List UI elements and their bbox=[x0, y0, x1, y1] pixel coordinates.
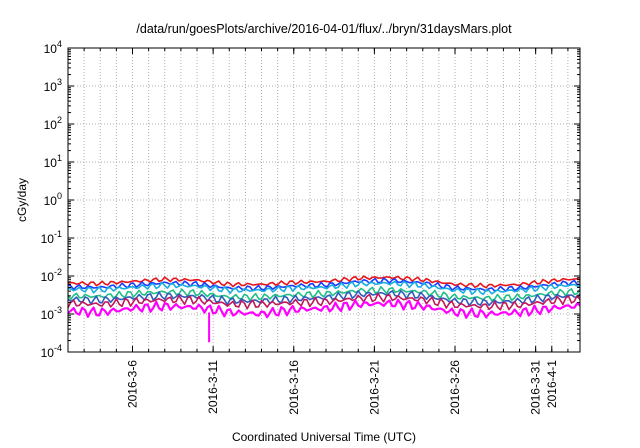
series-line bbox=[67, 298, 581, 319]
y-axis-ticks: 10-4 10-3 10-2 10-1 100 101 102 103 104 bbox=[41, 39, 580, 360]
y-tick-label: 10-4 bbox=[41, 343, 62, 360]
y-tick-label: 102 bbox=[44, 115, 62, 132]
x-tick-label: 2016-3-16 bbox=[287, 360, 301, 415]
y-tick-label: 100 bbox=[44, 191, 62, 208]
series-line bbox=[67, 280, 581, 296]
y-axis-label: cGy/day bbox=[15, 178, 29, 222]
y-tick-label: 104 bbox=[44, 39, 62, 56]
x-tick-label: 2016-3-11 bbox=[206, 360, 220, 414]
series-line bbox=[67, 292, 581, 311]
y-tick-label: 103 bbox=[44, 77, 62, 94]
series-line bbox=[67, 275, 581, 289]
x-axis-ticks: 2016-3-6 2016-3-11 2016-3-16 2016-3-21 2016-… bbox=[67, 48, 569, 415]
y-tick-label: 10-1 bbox=[41, 229, 62, 246]
x-tick-label: 2016-4-1 bbox=[545, 360, 559, 408]
chart-title: /data/run/goesPlots/archive/2016-04-01/f… bbox=[136, 22, 512, 36]
y-tick-label: 10-3 bbox=[41, 305, 62, 322]
grid-lines bbox=[68, 48, 580, 352]
y-tick-label: 101 bbox=[44, 153, 62, 170]
x-tick-label: 2016-3-31 bbox=[529, 360, 543, 415]
x-tick-label: 2016-3-6 bbox=[126, 360, 140, 408]
x-tick-label: 2016-3-26 bbox=[448, 360, 462, 415]
data-series bbox=[67, 275, 581, 343]
x-axis-label: Coordinated Universal Time (UTC) bbox=[232, 430, 416, 444]
x-tick-label: 2016-3-21 bbox=[367, 360, 381, 415]
y-tick-label: 10-2 bbox=[41, 267, 62, 284]
series-line bbox=[67, 285, 581, 302]
